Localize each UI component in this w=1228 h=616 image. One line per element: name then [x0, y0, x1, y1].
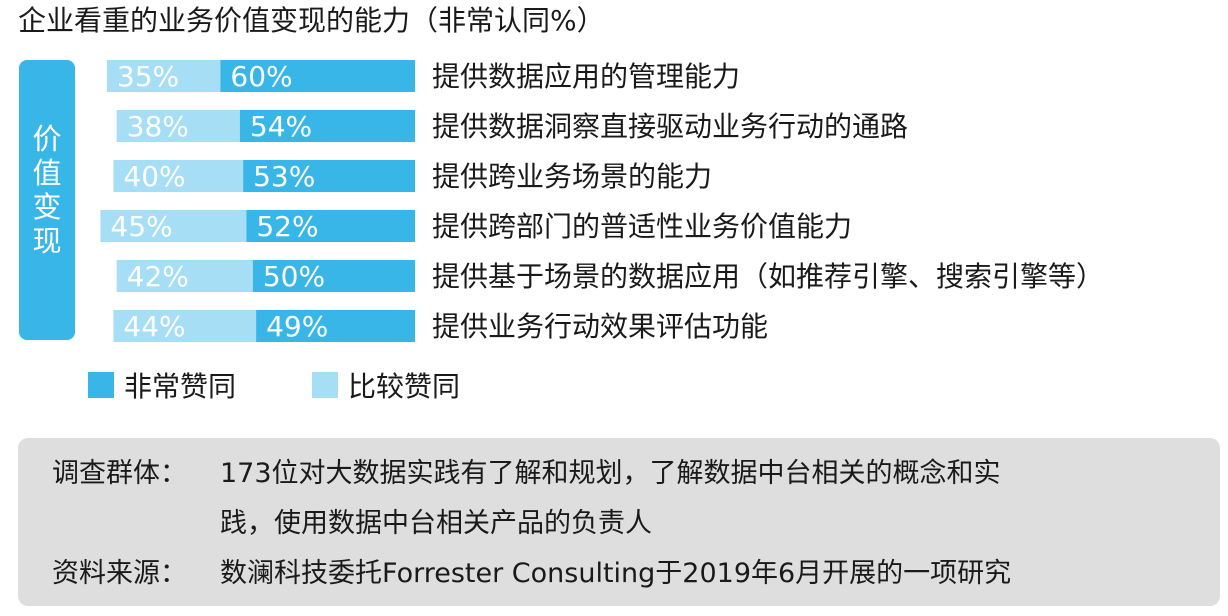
note-source-line: 资料来源： 数澜科技委托Forrester Consulting于2019年6月开…	[52, 554, 1011, 594]
side-label-char-3: 现	[32, 224, 62, 258]
note-survey-text-1: 173位对大数据实践有了解和规划，了解数据中台相关的概念和实	[220, 458, 1001, 489]
side-label-text: 价值变现	[19, 122, 75, 258]
note-survey-line-1: 调查群体： 173位对大数据实践有了解和规划，了解数据中台相关的概念和实	[52, 454, 1001, 494]
data-label-very-5: 49%	[266, 310, 328, 343]
legend-label-very: 非常赞同	[124, 370, 237, 403]
data-label-very-1: 54%	[250, 110, 312, 143]
legend-swatch-very	[88, 372, 114, 398]
side-label-char-2: 变	[32, 190, 62, 224]
note-survey-line-2: 践，使用数据中台相关产品的负责人	[220, 508, 652, 539]
bar-somewhat-0	[106, 60, 221, 92]
notes-panel: 调查群体： 173位对大数据实践有了解和规划，了解数据中台相关的概念和实 践，使用…	[18, 438, 1220, 606]
data-label-somewhat-0: 35%	[117, 60, 179, 93]
data-label-somewhat-2: 40%	[123, 160, 185, 193]
bar-somewhat-2	[113, 160, 244, 192]
category-label-1: 提供数据洞察直接驱动业务行动的通路	[432, 110, 908, 143]
chart-title: 企业看重的业务价值变现的能力（非常认同%）	[18, 4, 605, 37]
bar-very-2	[243, 160, 415, 192]
category-label-3: 提供跨部门的普适性业务价值能力	[432, 210, 852, 243]
bar-somewhat-3	[100, 210, 247, 242]
bar-somewhat-1	[116, 110, 240, 142]
category-label-5: 提供业务行动效果评估功能	[432, 310, 768, 343]
bar-very-1	[239, 110, 415, 142]
bar-very-3	[246, 210, 415, 242]
bar-very-4	[252, 260, 415, 292]
note-source-text: 数澜科技委托Forrester Consulting于2019年6月开展的一项研…	[220, 558, 1012, 589]
bar-very-0	[220, 60, 415, 92]
data-label-somewhat-4: 42%	[127, 260, 189, 293]
side-label-bar: 价值变现	[19, 60, 75, 340]
legend-item-somewhat: 比较赞同	[312, 368, 461, 403]
data-label-somewhat-5: 44%	[123, 310, 185, 343]
legend-swatch-somewhat	[312, 372, 338, 398]
data-label-somewhat-1: 38%	[127, 110, 189, 143]
note-survey-key: 调查群体：	[52, 458, 187, 489]
legend-label-somewhat: 比较赞同	[348, 370, 461, 403]
note-source-key: 资料来源：	[52, 558, 187, 589]
side-label-char-0: 价	[32, 122, 62, 156]
category-label-4: 提供基于场景的数据应用（如推荐引擎、搜索引擎等）	[432, 260, 1104, 293]
data-label-very-2: 53%	[253, 160, 315, 193]
bar-very-5	[256, 310, 415, 342]
category-label-2: 提供跨业务场景的能力	[432, 160, 712, 193]
side-label-char-1: 值	[32, 156, 62, 190]
data-label-very-0: 60%	[230, 60, 292, 93]
category-label-0: 提供数据应用的管理能力	[432, 60, 740, 93]
bar-somewhat-4	[116, 260, 253, 292]
data-label-somewhat-3: 45%	[110, 210, 172, 243]
data-label-very-4: 50%	[263, 260, 325, 293]
bar-somewhat-5	[113, 310, 257, 342]
legend-item-very: 非常赞同	[88, 368, 237, 403]
stacked-bar-chart: 35% 60% 提供数据应用的管理能力 38% 54% 提供数据洞察直接驱动业务行动的通路…	[100, 60, 1104, 343]
data-label-very-3: 52%	[256, 210, 318, 243]
